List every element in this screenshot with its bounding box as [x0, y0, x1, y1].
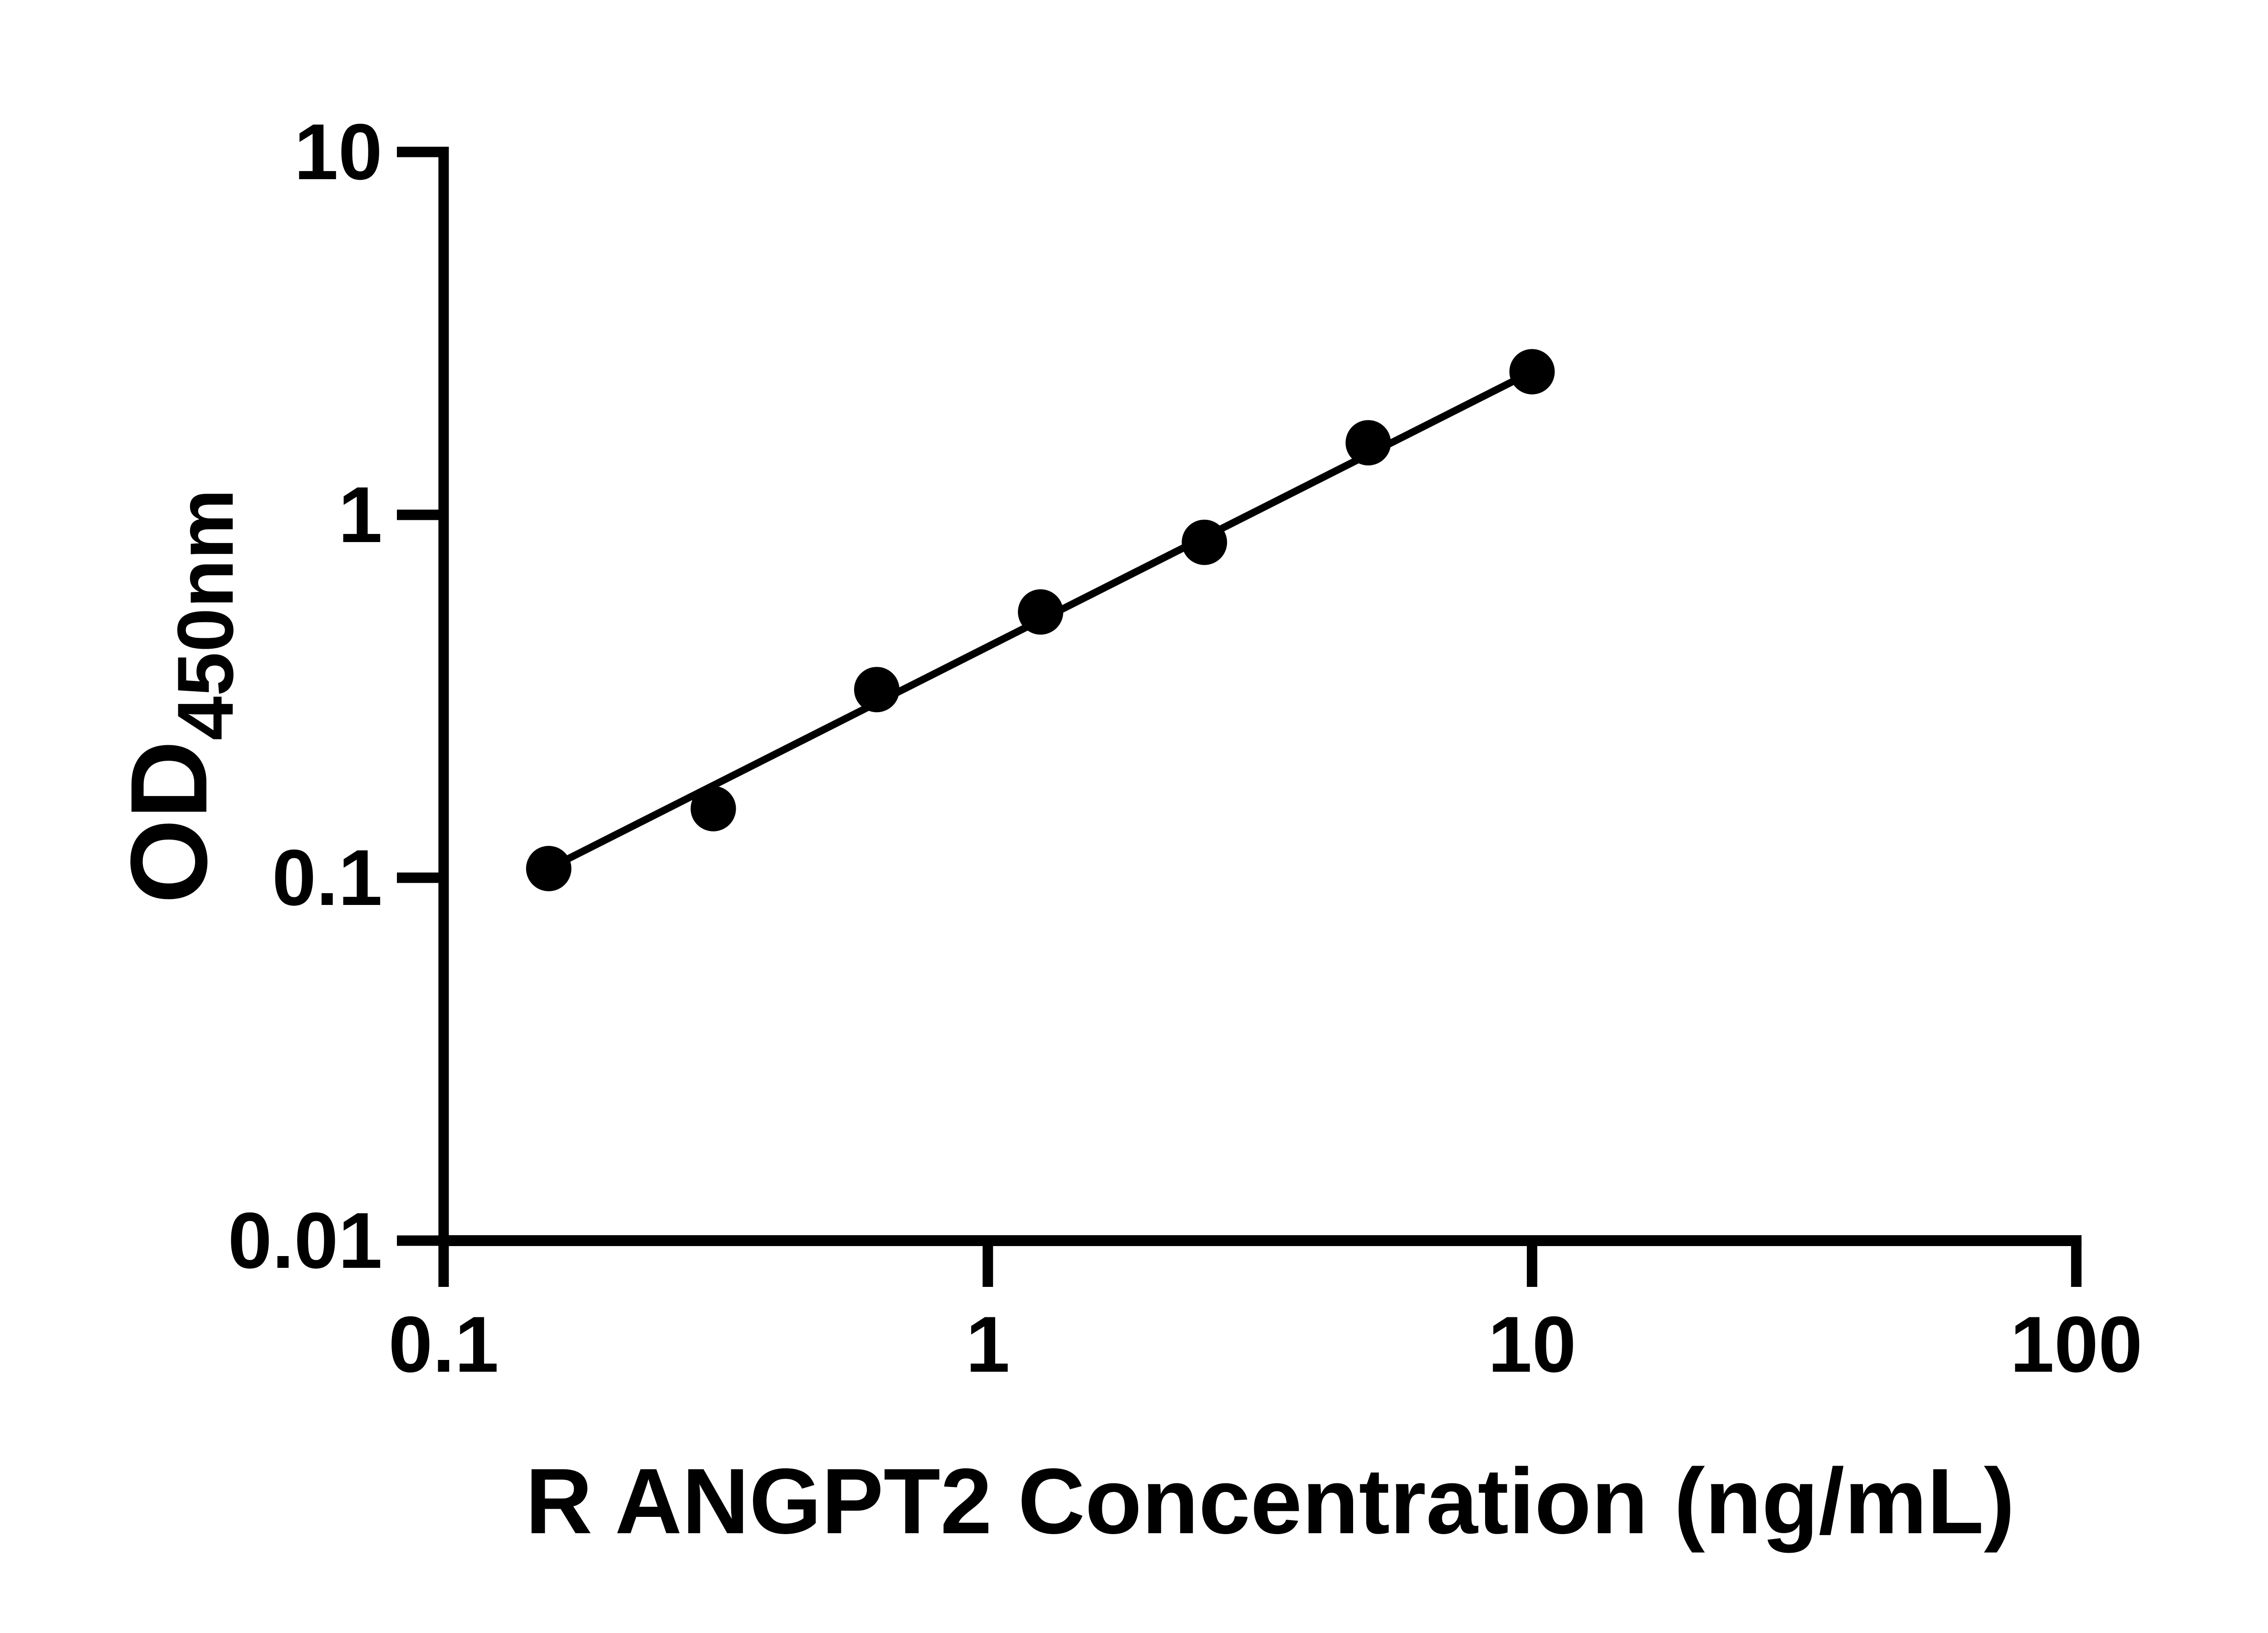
- x-tick-label-100: 100: [2010, 1301, 2142, 1389]
- y-axis-title-main: OD: [108, 740, 230, 904]
- data-point-0.156ng-ml: [526, 846, 572, 891]
- data-point-1.25ng-ml: [1018, 589, 1064, 635]
- data-points-group: [526, 349, 1555, 891]
- x-tick-label-1: 1: [966, 1301, 1010, 1389]
- x-tick-label-10: 10: [1488, 1301, 1576, 1389]
- data-point-10ng-ml: [1509, 349, 1555, 395]
- y-tick-label-1: 1: [338, 471, 382, 559]
- x-tick-label-0.1: 0.1: [388, 1301, 499, 1389]
- axes-group: [397, 147, 2082, 1287]
- x-axis-title: R ANGPT2 Concentration (ng/mL): [525, 1449, 2015, 1553]
- data-point-0.313ng-ml: [690, 786, 736, 831]
- y-axis-title-subscript: 450nm: [161, 489, 250, 740]
- y-tick-labels-group: 10 1 0.1 0.01: [228, 108, 382, 1285]
- x-tick-labels-group: 0.1 1 10 100: [388, 1301, 2142, 1389]
- y-tick-label-0.01: 0.01: [228, 1197, 382, 1285]
- data-point-5ng-ml: [1345, 420, 1391, 466]
- y-tick-label-0.1: 0.1: [272, 834, 382, 922]
- data-point-0.625ng-ml: [854, 667, 899, 713]
- y-tick-label-10: 10: [294, 108, 382, 196]
- data-point-2.5ng-ml: [1182, 519, 1227, 565]
- y-axis-title: OD450nm: [108, 489, 250, 904]
